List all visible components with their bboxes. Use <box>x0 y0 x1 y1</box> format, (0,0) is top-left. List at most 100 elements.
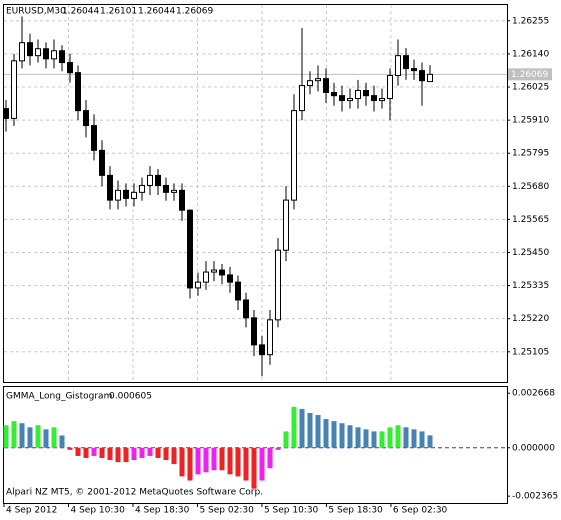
bar <box>187 447 193 481</box>
candle-body <box>75 72 81 112</box>
candle-body <box>371 95 377 102</box>
candle-body <box>331 91 337 97</box>
candle-body <box>195 281 201 289</box>
bar <box>11 421 17 448</box>
close-value: 1.26069 <box>176 7 213 17</box>
candle-body <box>339 95 345 102</box>
bar <box>283 431 289 448</box>
candle-body <box>395 55 401 77</box>
bar <box>259 447 265 481</box>
bar <box>347 425 353 448</box>
candle-body <box>291 110 297 201</box>
bar <box>51 427 57 448</box>
bar <box>179 447 185 477</box>
bar <box>99 447 105 458</box>
bar <box>387 427 393 448</box>
bar <box>195 447 201 475</box>
y-tick-label: 1.25220 <box>512 314 549 324</box>
candle-body <box>323 78 329 93</box>
x-tick-label: 6 Sep 02:30 <box>393 506 448 516</box>
footer: Alpari NZ MT5, © 2001-2012 MetaQuotes So… <box>6 488 263 498</box>
candle-body <box>275 249 281 321</box>
bar <box>219 447 225 471</box>
price-label: 1.26069 <box>511 70 548 80</box>
candle-body <box>19 42 25 62</box>
bar <box>411 429 417 448</box>
y-tick-label: 0.002668 <box>512 389 555 399</box>
bar <box>379 431 385 448</box>
bar <box>235 447 241 477</box>
candle-body <box>91 125 97 151</box>
candle-body <box>179 189 185 211</box>
x-tick-label: 4 Sep 18:30 <box>135 506 190 516</box>
y-tick-label: 1.26025 <box>512 83 549 93</box>
candle-body <box>427 73 433 83</box>
candle-body <box>147 174 153 186</box>
bar <box>203 447 209 473</box>
x-tick-label: 4 Sep 10:30 <box>70 506 125 516</box>
candle-body <box>251 317 257 346</box>
x-tick-label: 4 Sep 2012 <box>6 506 57 516</box>
candle-body <box>27 42 33 57</box>
y-tick-label: 1.26140 <box>512 49 549 59</box>
bar <box>227 447 233 475</box>
candle-body <box>131 191 137 199</box>
bar <box>315 415 321 448</box>
bar <box>395 425 401 448</box>
candle-body <box>139 184 145 193</box>
bar <box>155 447 161 458</box>
bar <box>83 447 89 458</box>
bar <box>251 447 257 489</box>
candle-body <box>155 174 161 186</box>
candle-body <box>235 281 241 301</box>
x-tick-label: 5 Sep 02:30 <box>199 506 254 516</box>
candle-body <box>283 199 289 251</box>
bar <box>267 447 273 469</box>
candle-body <box>51 50 57 60</box>
y-tick-label: 1.25105 <box>512 347 549 357</box>
bar <box>307 412 313 448</box>
bar <box>299 408 305 448</box>
bar <box>147 447 153 456</box>
bar <box>115 447 121 463</box>
candle-body <box>411 68 417 72</box>
bar <box>371 431 377 448</box>
bar <box>355 427 361 448</box>
candle-body <box>307 80 313 87</box>
candle-body <box>3 108 9 119</box>
y-tick-label: 1.25680 <box>512 182 549 192</box>
bar <box>275 447 281 450</box>
open-value: 1.26044 <box>62 7 99 17</box>
bar <box>19 423 25 448</box>
candle-body <box>99 149 105 176</box>
y-tick-label: 1.25450 <box>512 248 549 258</box>
candle-body <box>267 319 273 356</box>
bar <box>363 429 369 448</box>
y-tick-label: -0.002365 <box>512 492 558 502</box>
candle-body <box>35 48 41 57</box>
candle-body <box>315 78 321 82</box>
bar <box>339 423 345 448</box>
candle-body <box>83 110 89 127</box>
candle-body <box>107 174 113 201</box>
bar <box>27 427 33 448</box>
high-value: 1.26101 <box>100 7 137 17</box>
bar <box>139 447 145 458</box>
candle-body <box>387 75 393 100</box>
bar <box>131 447 137 461</box>
candle-body <box>67 62 73 74</box>
candle-body <box>299 85 305 112</box>
candle-body <box>259 344 265 356</box>
candle-body <box>163 184 169 193</box>
candle-body <box>227 274 233 283</box>
candle-body <box>43 48 49 60</box>
bar <box>123 447 129 463</box>
bar <box>67 447 73 450</box>
candle-body <box>363 89 369 97</box>
candle-body <box>355 89 361 100</box>
bar <box>427 435 433 448</box>
y-tick-label: 1.25335 <box>512 281 549 291</box>
bar <box>35 425 41 448</box>
y-tick-label: 1.25795 <box>512 149 549 159</box>
